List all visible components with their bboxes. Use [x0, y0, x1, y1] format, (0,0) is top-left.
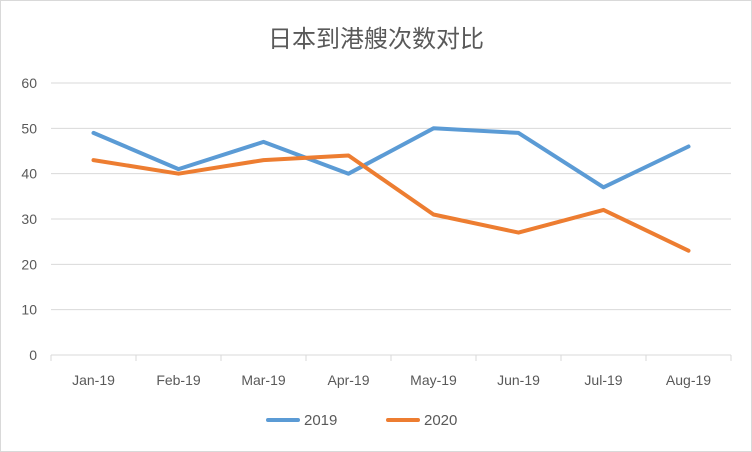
- y-tick-label: 50: [21, 120, 37, 136]
- series-line-2019: [91, 126, 691, 190]
- y-tick-label: 60: [21, 75, 37, 91]
- x-tick-label: Apr-19: [327, 372, 369, 388]
- y-tick-label: 0: [29, 347, 37, 363]
- x-tick-label: May-19: [410, 372, 457, 388]
- x-tick-label: Jun-19: [497, 372, 540, 388]
- chart-title: 日本到港艘次数对比: [268, 25, 484, 53]
- legend-label-2020: 2020: [424, 412, 457, 429]
- y-tick-label: 20: [21, 256, 37, 272]
- x-tick-label: Jul-19: [584, 372, 622, 388]
- y-tick-label: 40: [21, 166, 37, 182]
- y-tick-label: 10: [21, 302, 37, 318]
- x-tick-label: Feb-19: [156, 372, 201, 388]
- series-line-2020: [91, 153, 691, 253]
- y-tick-label: 30: [21, 211, 37, 227]
- x-tick-label: Jan-19: [72, 372, 115, 388]
- legend-label-2019: 2019: [304, 412, 337, 429]
- x-tick-label: Aug-19: [666, 372, 711, 388]
- x-tick-label: Mar-19: [241, 372, 286, 388]
